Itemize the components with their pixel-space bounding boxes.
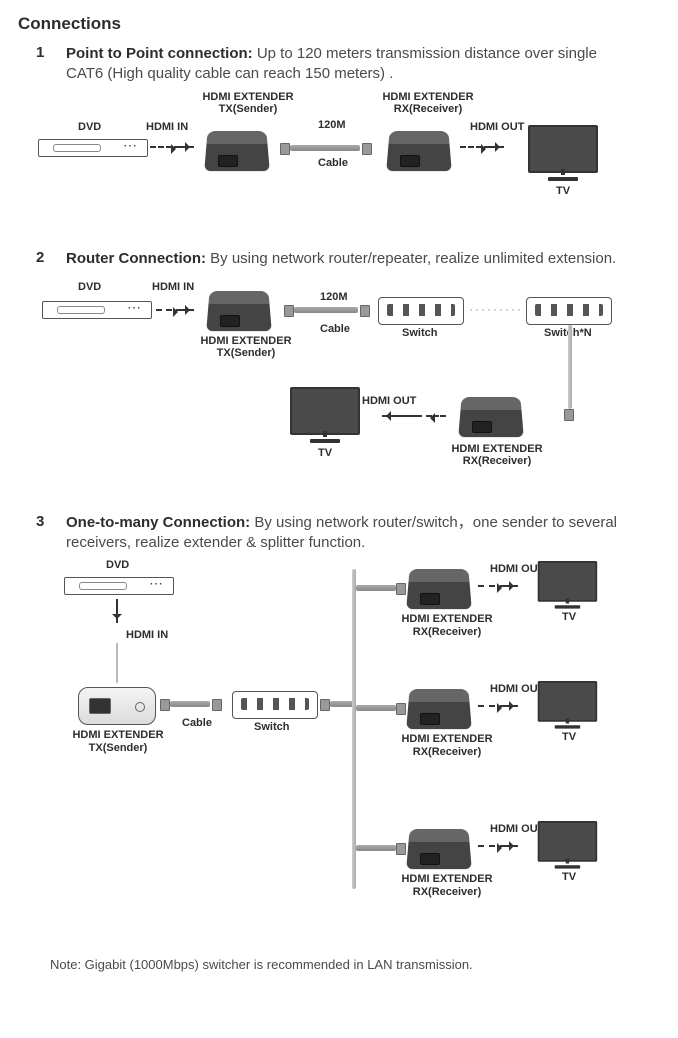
cable-seg xyxy=(290,145,360,151)
s3-trunk-v xyxy=(352,569,356,889)
s3-arrow3 xyxy=(478,845,506,847)
s2-lbl-dvd: DVD xyxy=(78,281,101,294)
section-2-desc: Router Connection: By using network rout… xyxy=(66,249,616,269)
plug-l xyxy=(280,143,290,155)
s3-branch3-plug xyxy=(396,843,406,855)
section-1-title: Point to Point connection: xyxy=(66,45,253,62)
s2-arrow-in xyxy=(156,309,182,311)
arrow-hdmi-out-head xyxy=(490,146,504,148)
section-1: 1 Point to Point connection: Up to 120 m… xyxy=(18,44,660,231)
section-2-title: Router Connection: xyxy=(66,250,206,267)
s3-cable-a xyxy=(170,701,210,707)
s2-switch-n xyxy=(526,297,612,325)
s3-tv3 xyxy=(536,821,599,869)
lbl-cable: Cable xyxy=(318,157,348,170)
rx-device xyxy=(388,129,450,171)
section-1-desc: Point to Point connection: Up to 120 met… xyxy=(66,44,636,85)
s3-tv1 xyxy=(536,561,599,609)
s3-tv2 xyxy=(536,681,599,729)
s3-arrow2h xyxy=(506,705,518,707)
s2-vcable xyxy=(568,325,572,409)
s3-branch1 xyxy=(356,585,396,591)
section-3-desc: One-to-many Connection: By using network… xyxy=(66,513,636,554)
lbl-rx: HDMI EXTENDER RX(Receiver) xyxy=(378,91,478,116)
section-2: 2 Router Connection: By using network ro… xyxy=(18,249,660,495)
section-3: 3 One-to-many Connection: By using netwo… xyxy=(18,513,660,940)
s3-trunk-h xyxy=(330,701,354,707)
s2-rx xyxy=(460,395,522,437)
s2-lbl-hdmi-out: HDMI OUT xyxy=(362,395,416,408)
s2-lbl-hdmi-in: HDMI IN xyxy=(152,281,194,294)
arrow-hdmi-in-head xyxy=(180,146,194,148)
s3-rx1 xyxy=(408,567,470,609)
s2-tv xyxy=(288,387,362,443)
s3-arrow1h xyxy=(506,585,518,587)
tv-device xyxy=(526,125,600,181)
dvd-device xyxy=(38,139,148,157)
section-3-title: One-to-many Connection: xyxy=(66,514,250,531)
s3-lbl-tv3: TV xyxy=(562,871,576,884)
s3-tx xyxy=(78,687,156,725)
s2-dvd xyxy=(42,301,152,319)
s3-rx2 xyxy=(408,687,470,729)
tx-device xyxy=(206,129,268,171)
s3-dvd xyxy=(64,577,174,595)
s2-lbl-len: 120M xyxy=(320,291,348,304)
s2-arrow-out-dash xyxy=(426,415,446,417)
lbl-tx: HDMI EXTENDER TX(Sender) xyxy=(198,91,298,116)
lbl-len: 120M xyxy=(318,119,346,132)
s3-rx3 xyxy=(408,827,470,869)
lbl-tv: TV xyxy=(556,185,570,198)
page-title: Connections xyxy=(18,14,660,34)
s3-lbl-cable: Cable xyxy=(182,717,212,730)
s2-arrow-out xyxy=(382,415,422,417)
s2-lbl-tx: HDMI EXTENDER TX(Sender) xyxy=(196,335,296,360)
footer-note: Note: Gigabit (1000Mbps) switcher is rec… xyxy=(50,957,660,972)
s2-plug-r xyxy=(360,305,370,317)
s3-switch xyxy=(232,691,318,719)
s2-cable xyxy=(294,307,358,313)
s3-arrow-down xyxy=(116,599,118,623)
s3-arrow3h xyxy=(506,845,518,847)
s2-lbl-tv: TV xyxy=(318,447,332,460)
s2-lbl-rx: HDMI EXTENDER RX(Receiver) xyxy=(442,443,552,468)
s3-branch2 xyxy=(356,705,396,711)
s3-lbl-hdmi-in: HDMI IN xyxy=(126,629,168,642)
s3-lbl-tx: HDMI EXTENDER TX(Sender) xyxy=(68,729,168,754)
s3-lbl-rx3: HDMI EXTENDER RX(Receiver) xyxy=(392,873,502,898)
s3-plug-trunk xyxy=(320,699,330,711)
s3-lbl-switch: Switch xyxy=(254,721,289,734)
s2-vplug xyxy=(564,409,574,421)
s2-arrow-in-h xyxy=(182,309,194,311)
s3-arrow1 xyxy=(478,585,506,587)
s3-vline xyxy=(116,643,118,683)
s2-switch xyxy=(378,297,464,325)
plug-r xyxy=(362,143,372,155)
s3-lbl-tv1: TV xyxy=(562,611,576,624)
s3-lbl-dvd: DVD xyxy=(106,559,129,572)
s3-plug-a xyxy=(160,699,170,711)
section-1-num: 1 xyxy=(36,44,52,61)
s3-branch1-plug xyxy=(396,583,406,595)
s3-lbl-rx2: HDMI EXTENDER RX(Receiver) xyxy=(392,733,502,758)
s2-lbl-switch: Switch xyxy=(402,327,437,340)
s2-lbl-cable: Cable xyxy=(320,323,350,336)
s3-lbl-tv2: TV xyxy=(562,731,576,744)
section-2-num: 2 xyxy=(36,249,52,266)
section-3-num: 3 xyxy=(36,513,52,530)
s2-tx xyxy=(208,289,270,331)
lbl-hdmi-out: HDMI OUT xyxy=(470,121,524,134)
s3-plug-b xyxy=(212,699,222,711)
lbl-dvd: DVD xyxy=(78,121,101,134)
s3-arrow2 xyxy=(478,705,506,707)
s3-branch3 xyxy=(356,845,396,851)
s2-plug-l xyxy=(284,305,294,317)
arrow-hdmi-in xyxy=(150,146,180,148)
s2-dots xyxy=(468,309,520,311)
lbl-hdmi-in: HDMI IN xyxy=(146,121,188,134)
section-2-body: By using network router/repeater, realiz… xyxy=(210,250,616,267)
s3-branch2-plug xyxy=(396,703,406,715)
arrow-hdmi-out xyxy=(460,146,490,148)
s3-lbl-rx1: HDMI EXTENDER RX(Receiver) xyxy=(392,613,502,638)
